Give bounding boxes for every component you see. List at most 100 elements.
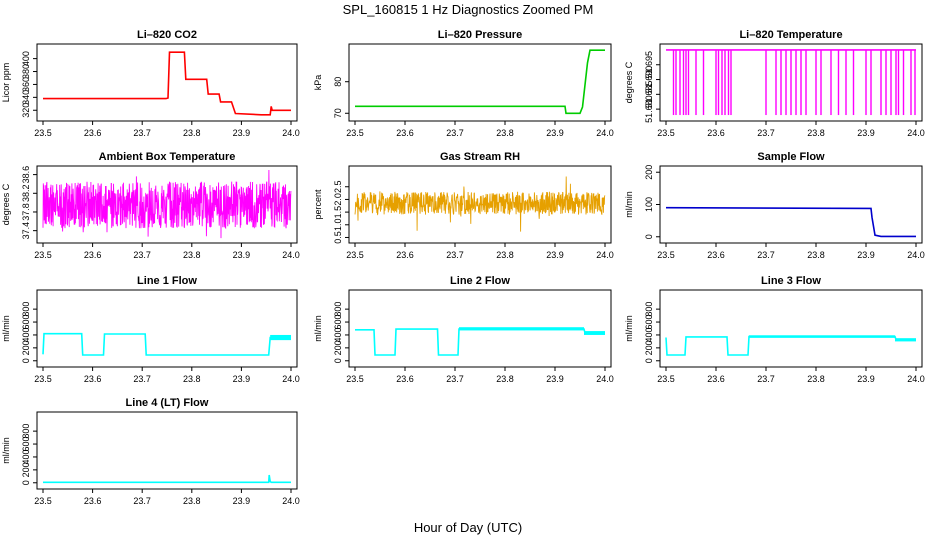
x-tick-label: 23.5	[34, 250, 52, 260]
x-tick-label: 23.9	[233, 496, 251, 506]
y-tick-label: 800	[21, 424, 31, 439]
x-tick-label: 23.8	[183, 250, 201, 260]
x-tick-label: 23.5	[657, 374, 675, 384]
y-tick-label: 0.5	[333, 231, 343, 244]
x-tick-label: 24.0	[596, 128, 614, 138]
panel-title: Li–820 Pressure	[438, 29, 522, 41]
x-tick-label: 23.9	[857, 250, 875, 260]
y-tick-label: 600	[21, 315, 31, 330]
y-tick-label: 51.680	[644, 95, 654, 123]
y-tick-label: 360	[21, 77, 31, 92]
x-tick-label: 23.9	[857, 374, 875, 384]
y-tick-label: 51.690	[644, 66, 654, 94]
y-tick-label: 320	[21, 103, 31, 118]
panel-title: Line 2 Flow	[450, 275, 510, 287]
plot-frame	[659, 289, 923, 368]
panel-li820-temperature: Li–820 Temperature degrees C 23.5 23.6 23.7 2…	[624, 29, 925, 138]
y-tick-label: 0	[644, 234, 654, 239]
y-axis-label: Licor ppm	[1, 63, 11, 103]
x-tick-label: 23.9	[233, 374, 251, 384]
panel-line-4-lt-flow: Line 4 (LT) Flow ml/min 23.5 23.6 23.7 23.8 23…	[1, 397, 300, 506]
x-tick-label: 23.7	[446, 250, 464, 260]
y-tick-label: 600	[644, 315, 654, 330]
x-tick-label: 24.0	[907, 128, 925, 138]
y-axis-label: degrees C	[624, 61, 634, 103]
x-tick-label: 23.7	[757, 374, 775, 384]
noise-band	[584, 331, 605, 335]
plot-area	[42, 169, 292, 239]
y-tick-label: 2.5	[333, 180, 343, 193]
x-tick-label: 23.8	[183, 128, 201, 138]
x-tick-label: 23.6	[84, 374, 102, 384]
panel-li820-co2: Li–820 CO2 Licor ppm 23.5 23.6 23.7 23.8 23.9 2…	[1, 29, 300, 138]
y-tick-label: 100	[644, 197, 654, 212]
x-tick-label: 23.5	[346, 374, 364, 384]
x-tick-label: 23.7	[133, 374, 151, 384]
x-tick-label: 23.6	[84, 250, 102, 260]
x-tick-label: 23.7	[133, 250, 151, 260]
series-line	[665, 335, 916, 356]
plot-frame	[348, 43, 612, 122]
x-tick-label: 24.0	[282, 496, 300, 506]
y-tick-label: 400	[21, 449, 31, 464]
panel-title: Gas Stream RH	[440, 151, 520, 163]
y-tick-label: 800	[333, 302, 343, 317]
y-tick-label: 80	[333, 77, 343, 87]
plot-frame	[348, 165, 612, 244]
x-tick-label: 23.9	[546, 128, 564, 138]
y-tick-label: 2.0	[333, 193, 343, 206]
series-line	[355, 49, 605, 115]
x-tick-label: 23.5	[657, 128, 675, 138]
y-tick-label: 38.6	[21, 166, 31, 184]
y-axis-label: ml/min	[624, 315, 634, 342]
x-tick-label: 23.8	[496, 128, 514, 138]
y-tick-label: 800	[21, 302, 31, 317]
x-tick-label: 23.7	[757, 250, 775, 260]
x-tick-label: 24.0	[282, 250, 300, 260]
x-tick-label: 24.0	[907, 374, 925, 384]
y-tick-label: 0	[21, 480, 31, 485]
y-tick-label: 400	[21, 327, 31, 342]
plot-area	[42, 332, 291, 356]
plot-frame	[36, 289, 298, 368]
x-tick-label: 23.6	[396, 250, 414, 260]
plot-area	[354, 176, 606, 232]
y-tick-label: 200	[21, 462, 31, 477]
series-line	[43, 51, 291, 116]
panel-line-3-flow: Line 3 Flow ml/min 23.5 23.6 23.7 23.8 23.9 24.…	[624, 275, 925, 384]
x-tick-label: 23.5	[34, 496, 52, 506]
x-tick-label: 23.6	[84, 496, 102, 506]
panels: Li–820 CO2 Licor ppm 23.5 23.6 23.7 23.8 23.9 2…	[1, 29, 925, 506]
y-tick-label: 0	[21, 358, 31, 363]
plot-area	[43, 51, 291, 116]
y-tick-label: 380	[21, 64, 31, 79]
y-tick-label: 51.685	[644, 81, 654, 109]
panel-line-2-flow: Line 2 Flow ml/min 23.5 23.6 23.7 23.8 23.9 24.…	[313, 275, 614, 384]
x-tick-label: 23.8	[496, 250, 514, 260]
panel-title: Line 3 Flow	[761, 275, 821, 287]
y-tick-label: 400	[21, 51, 31, 66]
x-tick-label: 24.0	[282, 374, 300, 384]
x-tick-label: 23.6	[396, 128, 414, 138]
y-tick-label: 70	[333, 108, 343, 118]
series-line	[355, 328, 605, 356]
y-tick-label: 1.0	[333, 219, 343, 232]
plot-area	[665, 206, 916, 238]
x-tick-label: 23.8	[807, 128, 825, 138]
y-tick-label: 38.2	[21, 185, 31, 203]
panel-title: Sample Flow	[757, 151, 825, 163]
x-tick-label: 23.8	[807, 250, 825, 260]
y-tick-label: 600	[21, 437, 31, 452]
x-tick-label: 23.6	[707, 250, 725, 260]
plot-frame	[348, 289, 612, 368]
y-tick-label: 0	[644, 358, 654, 363]
x-tick-label: 23.8	[183, 374, 201, 384]
x-tick-label: 23.9	[857, 128, 875, 138]
panel-gas-stream-rh: Gas Stream RH percent 23.5 23.6 23.7 23.8 23.9…	[313, 151, 614, 260]
panel-title: Line 4 (LT) Flow	[126, 397, 209, 409]
x-tick-label: 23.7	[133, 128, 151, 138]
y-axis-label: ml/min	[1, 315, 11, 342]
y-tick-label: 37.8	[21, 203, 31, 221]
x-tick-label: 23.8	[183, 496, 201, 506]
plot-area	[665, 335, 916, 356]
